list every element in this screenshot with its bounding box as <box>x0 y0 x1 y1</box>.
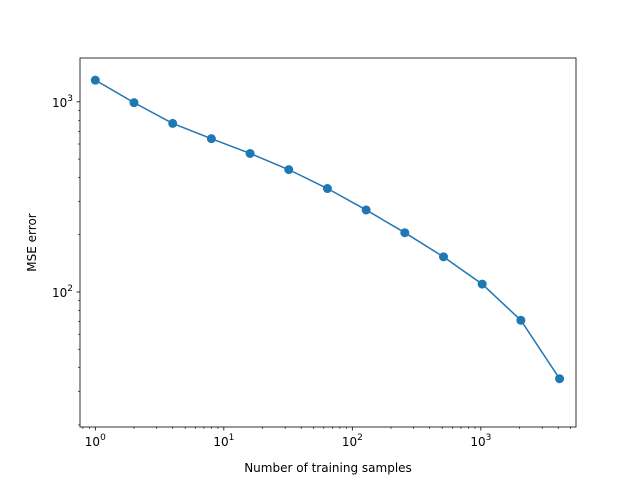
tick-label: 103 <box>470 433 491 449</box>
data-point <box>516 315 526 325</box>
data-point <box>477 279 487 289</box>
tick-label: 101 <box>213 433 234 449</box>
tick-label: 103 <box>52 94 73 110</box>
data-point <box>90 75 100 85</box>
tick-label: 102 <box>52 284 73 300</box>
data-point <box>284 165 294 175</box>
plot-frame <box>79 57 577 428</box>
plot-area <box>80 58 576 427</box>
data-point <box>438 252 448 262</box>
data-point <box>400 228 410 238</box>
data-point <box>206 134 216 144</box>
data-point <box>168 118 178 128</box>
tick-label: 100 <box>85 433 106 449</box>
major-ticks <box>76 101 482 431</box>
tick-labels: 100 101 102 103 102 103 <box>52 94 491 449</box>
data-point <box>245 148 255 158</box>
data-point <box>322 184 332 194</box>
tick-label: 102 <box>342 433 363 449</box>
x-axis-label: Number of training samples <box>244 461 412 475</box>
data-point <box>129 98 139 108</box>
data-point <box>555 374 565 384</box>
data-point <box>361 205 371 215</box>
series-points <box>90 75 565 384</box>
y-axis-label: MSE error <box>25 213 39 271</box>
